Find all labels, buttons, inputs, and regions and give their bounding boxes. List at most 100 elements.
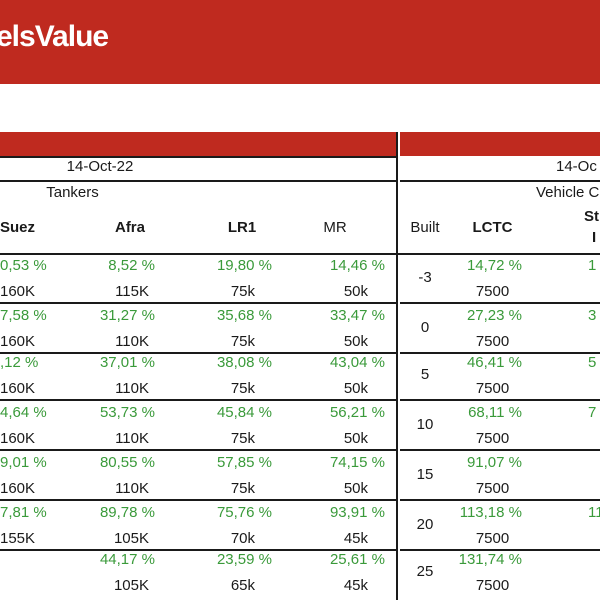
table-divider	[396, 132, 398, 600]
pct-cell: 74,15 %	[329, 454, 385, 471]
pct-cell: 31,27 %	[99, 307, 155, 324]
col-header-lctc: LCTC	[472, 219, 513, 236]
pct-cell: 35,68 %	[216, 307, 272, 324]
size-cell: 105K	[113, 530, 149, 547]
row-rule	[0, 549, 396, 551]
pct-cell: 4,64 %	[0, 404, 47, 421]
lctc-pct-cell: 131,74 %	[458, 551, 522, 568]
built-cell: 5	[420, 366, 430, 383]
pct-cell: 75,76 %	[216, 504, 272, 521]
pct-cell: 37,01 %	[99, 354, 155, 371]
size-cell: 160K	[0, 283, 36, 300]
rule	[400, 180, 600, 182]
size-cell: 70k	[230, 530, 255, 547]
lctc-size-cell: 7500	[475, 283, 510, 300]
size-cell: 50k	[343, 380, 368, 397]
pct-cell: 89,78 %	[99, 504, 155, 521]
col-header-afra: Afra	[114, 219, 145, 236]
size-cell: 110K	[115, 380, 149, 397]
left-group-label: Tankers	[46, 184, 99, 201]
col-header-suez: Suez	[0, 219, 36, 236]
row-rule	[0, 499, 396, 501]
built-cell: 15	[416, 466, 434, 483]
lctc-pct-cell: 27,23 %	[466, 307, 522, 324]
next-col-cell: 3	[588, 307, 597, 324]
next-col-cell: 7	[588, 404, 597, 421]
size-cell: 160K	[0, 380, 36, 397]
size-cell: 65k	[230, 577, 255, 594]
row-rule	[0, 399, 396, 401]
pct-cell: 57,85 %	[216, 454, 272, 471]
lctc-pct-cell: 113,18 %	[459, 504, 522, 521]
next-col-cell: 11	[588, 504, 600, 521]
brand-logo-text: elsValue	[0, 20, 109, 53]
lctc-pct-cell: 46,41 %	[466, 354, 522, 371]
right-date: 14-Oc	[556, 158, 597, 175]
pct-cell: 33,47 %	[329, 307, 385, 324]
pct-cell: 19,80 %	[216, 257, 272, 274]
right-group-label: Vehicle C	[536, 184, 600, 201]
pct-cell: ,12 %	[0, 354, 39, 371]
col-header-next-top: St	[584, 208, 599, 225]
size-cell: 75k	[230, 430, 255, 447]
built-cell: 10	[416, 416, 434, 433]
size-cell: 115K	[115, 283, 149, 300]
lctc-pct-cell: 91,07 %	[466, 454, 522, 471]
size-cell: 110K	[115, 430, 149, 447]
built-cell: 0	[420, 319, 430, 336]
built-cell: -3	[418, 269, 432, 286]
left-table-header-bar	[0, 132, 396, 156]
row-rule	[400, 399, 600, 401]
size-cell: 160K	[0, 333, 36, 350]
pct-cell: 0,53 %	[0, 257, 47, 274]
next-col-cell: 1	[588, 257, 597, 274]
pct-cell: 25,61 %	[329, 551, 385, 568]
pct-cell: 45,84 %	[216, 404, 272, 421]
header-banner: elsValue	[0, 0, 600, 84]
rule	[0, 253, 600, 255]
size-cell: 75k	[230, 333, 255, 350]
built-cell: 25	[416, 563, 434, 580]
size-cell: 50k	[343, 480, 368, 497]
lctc-pct-cell: 68,11 %	[468, 404, 522, 421]
size-cell: 110K	[115, 333, 149, 350]
row-rule	[400, 449, 600, 451]
pct-cell: 23,59 %	[216, 551, 272, 568]
pct-cell: 80,55 %	[99, 454, 155, 471]
size-cell: 75k	[230, 480, 255, 497]
col-header-next-bottom: I	[592, 229, 597, 246]
col-header-built: Built	[410, 219, 440, 236]
size-cell: 160K	[0, 480, 36, 497]
row-rule	[0, 302, 396, 304]
pct-cell: 93,91 %	[329, 504, 385, 521]
lctc-pct-cell: 14,72 %	[466, 257, 522, 274]
pct-cell: 38,08 %	[216, 354, 272, 371]
size-cell: 75k	[230, 380, 255, 397]
pct-cell: 56,21 %	[329, 404, 385, 421]
pct-cell: 44,17 %	[99, 551, 155, 568]
pct-cell: 43,04 %	[329, 354, 385, 371]
row-rule	[400, 302, 600, 304]
size-cell: 160K	[0, 430, 36, 447]
pct-cell: 9,01 %	[0, 454, 47, 471]
lctc-size-cell: 7500	[475, 430, 510, 447]
size-cell: 105K	[113, 577, 149, 594]
size-cell: 45k	[343, 530, 368, 547]
rule	[0, 156, 396, 158]
lctc-size-cell: 7500	[475, 530, 510, 547]
col-header-lr1: LR1	[227, 219, 257, 236]
row-rule	[0, 352, 396, 354]
row-rule	[400, 352, 600, 354]
pct-cell: 8,52 %	[108, 257, 155, 274]
pct-cell: 14,46 %	[329, 257, 385, 274]
lctc-size-cell: 7500	[475, 333, 510, 350]
row-rule	[0, 449, 396, 451]
pct-cell: 7,58 %	[0, 307, 47, 324]
lctc-size-cell: 7500	[475, 380, 510, 397]
size-cell: 50k	[343, 333, 368, 350]
size-cell: 110K	[115, 480, 149, 497]
row-rule	[400, 549, 600, 551]
size-cell: 50k	[343, 430, 368, 447]
rule	[0, 180, 396, 182]
built-cell: 20	[416, 516, 434, 533]
